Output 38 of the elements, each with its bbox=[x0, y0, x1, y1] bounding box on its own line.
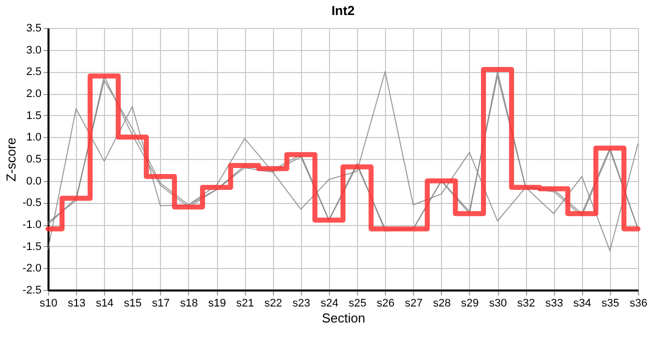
y-tick-label: -0.5 bbox=[22, 197, 42, 210]
y-tick-label: 2.0 bbox=[26, 88, 42, 100]
x-tick-label: s28 bbox=[432, 298, 451, 310]
x-tick-label: s29 bbox=[461, 298, 479, 310]
x-tick-label: s22 bbox=[264, 298, 282, 310]
x-tick-label: s19 bbox=[208, 298, 226, 310]
y-tick-label: 0.0 bbox=[26, 175, 42, 188]
y-tick-label: 0.5 bbox=[26, 154, 42, 166]
x-tick-label: s36 bbox=[630, 298, 648, 310]
y-tick-label: 1.0 bbox=[26, 132, 42, 144]
x-tick-label: s14 bbox=[96, 298, 114, 310]
x-tick-label: s15 bbox=[124, 298, 142, 310]
x-axis-title: Section bbox=[322, 310, 366, 326]
x-tick-label: s13 bbox=[68, 298, 86, 310]
x-tick-label: s18 bbox=[180, 298, 198, 310]
y-tick-label: 1.5 bbox=[26, 110, 42, 122]
x-tick-label: s35 bbox=[602, 298, 620, 310]
y-tick-label: -1.0 bbox=[22, 219, 42, 231]
x-tick-label: s17 bbox=[152, 298, 170, 310]
x-tick-label: s32 bbox=[517, 298, 535, 310]
x-tick-label: s30 bbox=[489, 298, 507, 310]
x-tick-label: s33 bbox=[545, 298, 564, 310]
y-tick-label: 3.5 bbox=[26, 22, 42, 34]
chart-title: Int2 bbox=[331, 3, 355, 18]
x-tick-label: s26 bbox=[376, 298, 395, 310]
y-tick-label: 3.0 bbox=[26, 44, 42, 56]
x-tick-label: s10 bbox=[40, 298, 58, 310]
x-tick-label: s25 bbox=[348, 298, 366, 310]
y-axis-title: Z-score bbox=[4, 137, 19, 182]
y-tick-label: -2.5 bbox=[22, 284, 42, 296]
x-tick-label: s24 bbox=[320, 298, 338, 310]
x-tick-label: s23 bbox=[292, 298, 310, 310]
y-tick-label: -2.0 bbox=[22, 262, 42, 275]
x-tick-label: s34 bbox=[573, 298, 592, 310]
x-tick-label: s27 bbox=[404, 298, 423, 310]
y-tick-label: 2.5 bbox=[26, 66, 42, 78]
x-tick-label: s21 bbox=[236, 298, 254, 310]
y-tick-label: -1.5 bbox=[22, 240, 42, 253]
